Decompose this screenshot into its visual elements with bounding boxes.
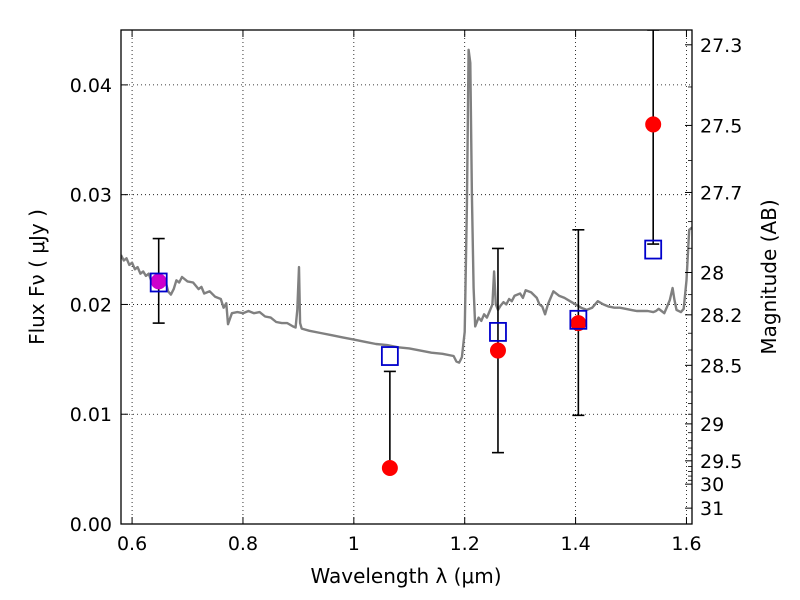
axis-ticks: 0.6 0.8 1 1.2 1.4 1.6 0.00 0.01 0.02 0.03 0.04 27.3… <box>70 30 742 555</box>
right-tick-label: 30 <box>700 474 724 496</box>
x-tick-label: 1 <box>348 533 360 555</box>
photometry-point <box>381 460 398 477</box>
right-tick-label: 27.3 <box>700 35 742 57</box>
plot-area <box>121 30 692 477</box>
photometry-point <box>645 116 662 133</box>
right-tick-label: 28.2 <box>700 305 742 327</box>
right-tick-label: 29 <box>700 414 724 436</box>
x-tick-label: 0.6 <box>117 533 147 555</box>
y-axis-label: Flux Fν ( μJy ) <box>25 209 49 345</box>
x-tick-label: 1.2 <box>450 533 480 555</box>
model-band-square <box>149 272 168 293</box>
model-band-square <box>489 321 507 342</box>
model-band-square <box>569 309 588 330</box>
model-spectrum-line <box>121 48 692 364</box>
y-tick-label: 0.03 <box>70 185 112 207</box>
right-axis-label: Magnitude (AB) <box>757 199 781 354</box>
photometry-point <box>150 273 167 290</box>
y-tick-label: 0.04 <box>70 75 112 97</box>
plot-frame <box>120 29 693 525</box>
grid-lines <box>121 30 692 524</box>
photometry-point <box>489 342 506 359</box>
x-tick-label: 1.6 <box>671 533 701 555</box>
right-tick-label: 27.7 <box>700 182 742 204</box>
y-tick-label: 0.00 <box>70 514 112 536</box>
right-tick-label: 28.5 <box>700 355 742 377</box>
right-tick-label: 27.5 <box>700 115 742 137</box>
y-tick-label: 0.02 <box>70 294 112 316</box>
right-tick-label: 31 <box>700 498 724 520</box>
model-band-square <box>380 346 399 366</box>
x-tick-label: 1.4 <box>560 533 590 555</box>
right-tick-label: 28 <box>700 263 724 285</box>
x-tick-label: 0.8 <box>228 533 258 555</box>
y-tick-label: 0.01 <box>70 404 112 426</box>
x-axis-label: Wavelength λ (μm) <box>310 564 501 588</box>
model-band-square <box>644 239 663 260</box>
right-tick-label: 29.5 <box>700 451 742 473</box>
